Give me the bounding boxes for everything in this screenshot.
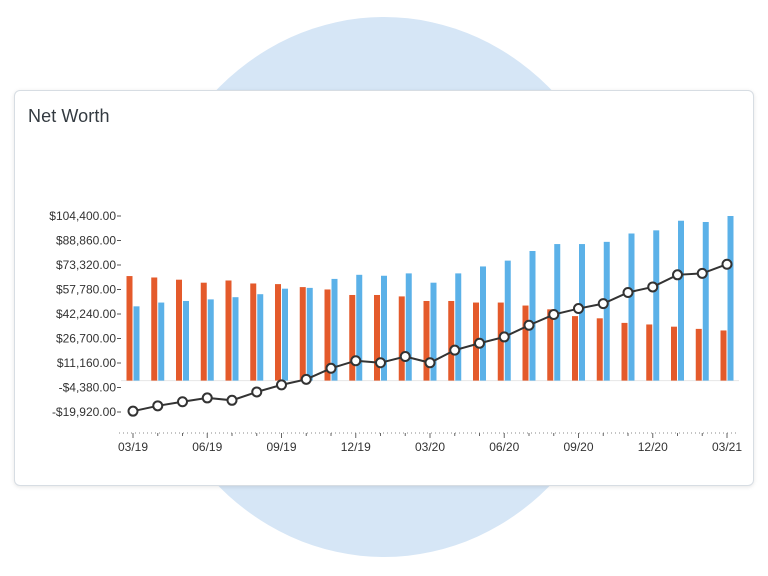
line-series (127, 258, 733, 417)
line-point (325, 362, 337, 374)
x-tick-label: 12/19 (341, 440, 371, 454)
line-point (597, 298, 609, 310)
bar-a (250, 283, 257, 381)
bar-b (306, 287, 313, 381)
line-point (548, 309, 560, 321)
bar-a (621, 322, 628, 381)
y-tick-label: $57,780.00 (56, 283, 116, 297)
bar-a (720, 330, 727, 381)
line-point (226, 394, 238, 406)
line-point (251, 386, 263, 398)
x-axis: 03/19 06/19 09/19 12/19 03/20 06/20 09/20 12/20… (118, 432, 742, 454)
x-tick-label: 09/19 (266, 440, 296, 454)
bar-b (653, 230, 660, 381)
line-point (424, 357, 436, 369)
bar-a (448, 300, 455, 381)
bar-a (299, 287, 306, 381)
bar-b (405, 273, 412, 381)
bar-b (727, 216, 734, 381)
line-point (201, 392, 213, 404)
net-worth-card: Net Worth $104,400.00 $88,860.00 $73,320.0… (14, 90, 754, 486)
net-worth-chart: $104,400.00 $88,860.00 $73,320.00 $57,780.0… (49, 209, 742, 454)
line-point (127, 405, 139, 417)
bar-a (176, 279, 182, 381)
bar-a (671, 326, 677, 381)
y-tick-label: $73,320.00 (56, 258, 116, 272)
bar-series-a (126, 276, 727, 381)
line-point (474, 337, 485, 349)
line-point (721, 258, 733, 270)
bar-a (374, 294, 380, 381)
bar-a (547, 309, 554, 381)
line-point (152, 400, 164, 412)
line-point (647, 281, 659, 293)
bar-a (497, 302, 504, 381)
bar-a (225, 280, 232, 381)
bar-b (529, 251, 536, 381)
bar-b (331, 278, 338, 381)
y-tick-label: -$4,380.00 (59, 381, 117, 395)
bar-b (381, 275, 387, 381)
line-point (375, 357, 386, 369)
bar-a (275, 284, 281, 381)
bar-series-b (133, 216, 734, 381)
line-point (300, 373, 312, 385)
y-tick-label: $26,700.00 (56, 332, 116, 346)
line-point (276, 379, 287, 391)
bar-b (183, 300, 189, 381)
bar-b (603, 241, 610, 381)
bar-b (207, 299, 214, 381)
line-point (523, 319, 535, 331)
bar-a (324, 289, 331, 381)
line-point (498, 331, 510, 343)
bar-a (423, 300, 430, 381)
card-title: Net Worth (28, 106, 110, 126)
bar-a (200, 282, 207, 381)
line-point (672, 269, 683, 281)
bar-b (282, 288, 288, 381)
bar-b (628, 233, 635, 381)
bar-a (572, 316, 578, 381)
line-point (350, 355, 362, 367)
bar-a (126, 276, 133, 381)
x-tick-label: 09/20 (563, 440, 593, 454)
line-point (622, 286, 634, 298)
bar-b (678, 220, 684, 381)
bar-a (695, 328, 702, 381)
x-tick-label: 03/21 (712, 440, 742, 454)
bar-b (232, 297, 239, 381)
bar-b (158, 302, 165, 381)
bar-b (702, 221, 709, 381)
bar-a (646, 324, 653, 381)
bar-b (257, 294, 264, 381)
x-tick-label: 06/20 (489, 440, 519, 454)
bar-b (356, 274, 363, 381)
y-tick-label: $11,160.00 (57, 356, 116, 370)
x-tick-label: 12/20 (638, 440, 668, 454)
bar-b (504, 260, 511, 381)
y-tick-label: -$19,920.00 (52, 405, 116, 419)
y-tick-label: $88,860.00 (56, 234, 116, 248)
x-tick-label: 06/19 (192, 440, 222, 454)
bar-a (398, 296, 405, 381)
line-point (696, 267, 708, 279)
y-tick-label: $104,400.00 (49, 209, 116, 223)
line-point (399, 350, 411, 362)
x-tick-label: 03/19 (118, 440, 148, 454)
y-axis: $104,400.00 $88,860.00 $73,320.00 $57,780.0… (49, 209, 739, 419)
line-point (449, 344, 461, 356)
bar-b (430, 282, 437, 381)
bar-b (455, 273, 462, 381)
bar-b (133, 306, 140, 381)
y-tick-label: $42,240.00 (56, 307, 116, 321)
line-point (573, 303, 584, 315)
bar-a (151, 277, 158, 381)
line-point (177, 396, 188, 408)
x-tick-label: 03/20 (415, 440, 445, 454)
bar-b (480, 266, 486, 381)
bar-a (522, 305, 529, 381)
bar-a (349, 294, 356, 381)
bar-a (596, 318, 603, 381)
line-path (132, 263, 728, 413)
